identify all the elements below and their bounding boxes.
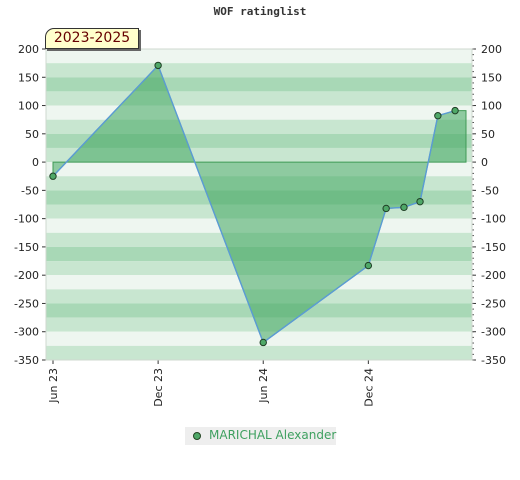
x-tick-label: Jun 23 — [47, 368, 60, 404]
background-band — [46, 77, 472, 92]
legend[interactable]: MARICHAL Alexander — [185, 427, 336, 445]
y-axis: 200 200 150 150 100 100 50 50 0 0 -50 -50 -100 -100 -1… — [14, 43, 506, 367]
y-tick-label-right: -250 — [481, 297, 506, 310]
y-tick-label-left: 0 — [32, 156, 39, 169]
y-tick-label-right: -300 — [481, 326, 506, 339]
data-point — [259, 338, 267, 347]
y-tick-label-left: 100 — [18, 100, 39, 113]
y-tick-label-right: -150 — [481, 241, 506, 254]
data-point — [434, 112, 442, 120]
background-band — [46, 49, 472, 64]
plot-border — [45, 48, 473, 361]
data-point — [49, 172, 57, 180]
legend-label: MARICHAL Alexander — [209, 428, 337, 442]
y-tick-label-left: -250 — [14, 297, 39, 310]
y-tick-label-left: 200 — [18, 43, 39, 56]
y-tick-label-right: -100 — [481, 213, 506, 226]
legend-marker — [193, 432, 201, 440]
x-tick-label: Jun 24 — [257, 368, 270, 404]
y-tick-label-right: 150 — [481, 71, 502, 84]
data-point — [364, 261, 373, 270]
data-point — [400, 203, 408, 212]
background-band — [46, 345, 472, 360]
y-tick-label-left: 50 — [25, 128, 39, 141]
background-band — [46, 63, 472, 78]
y-tick-label-right: -200 — [481, 269, 506, 282]
y-tick-label-right: -50 — [481, 184, 499, 197]
data-point — [416, 197, 424, 206]
y-tick-label-left: -150 — [14, 241, 39, 254]
y-tick-label-left: -300 — [14, 326, 39, 339]
y-tick-label-left: 150 — [18, 71, 39, 84]
y-tick-label-left: -200 — [14, 269, 39, 282]
data-point — [154, 61, 162, 70]
background-band — [46, 331, 472, 346]
background-band — [46, 91, 472, 106]
y-tick-label-left: -350 — [14, 354, 39, 367]
chart-title: WOF ratinglist — [213, 5, 307, 18]
y-tick-label-right: 0 — [481, 156, 488, 169]
x-tick-label: Dec 24 — [362, 368, 375, 407]
x-axis: Jun 23 Dec 23 Jun 24 Dec 24 — [47, 360, 375, 407]
y-tick-label-right: -350 — [481, 354, 506, 367]
y-tick-label-left: -50 — [21, 184, 39, 197]
y-tick-label-right: 50 — [481, 128, 495, 141]
y-tick-label-left: -100 — [14, 213, 39, 226]
y-tick-label-right: 200 — [481, 43, 502, 56]
period-badge: 2023-2025 — [45, 28, 139, 49]
data-point — [451, 106, 459, 115]
x-tick-label: Dec 23 — [152, 368, 165, 407]
data-point — [382, 204, 390, 213]
y-tick-label-right: 100 — [481, 100, 502, 113]
